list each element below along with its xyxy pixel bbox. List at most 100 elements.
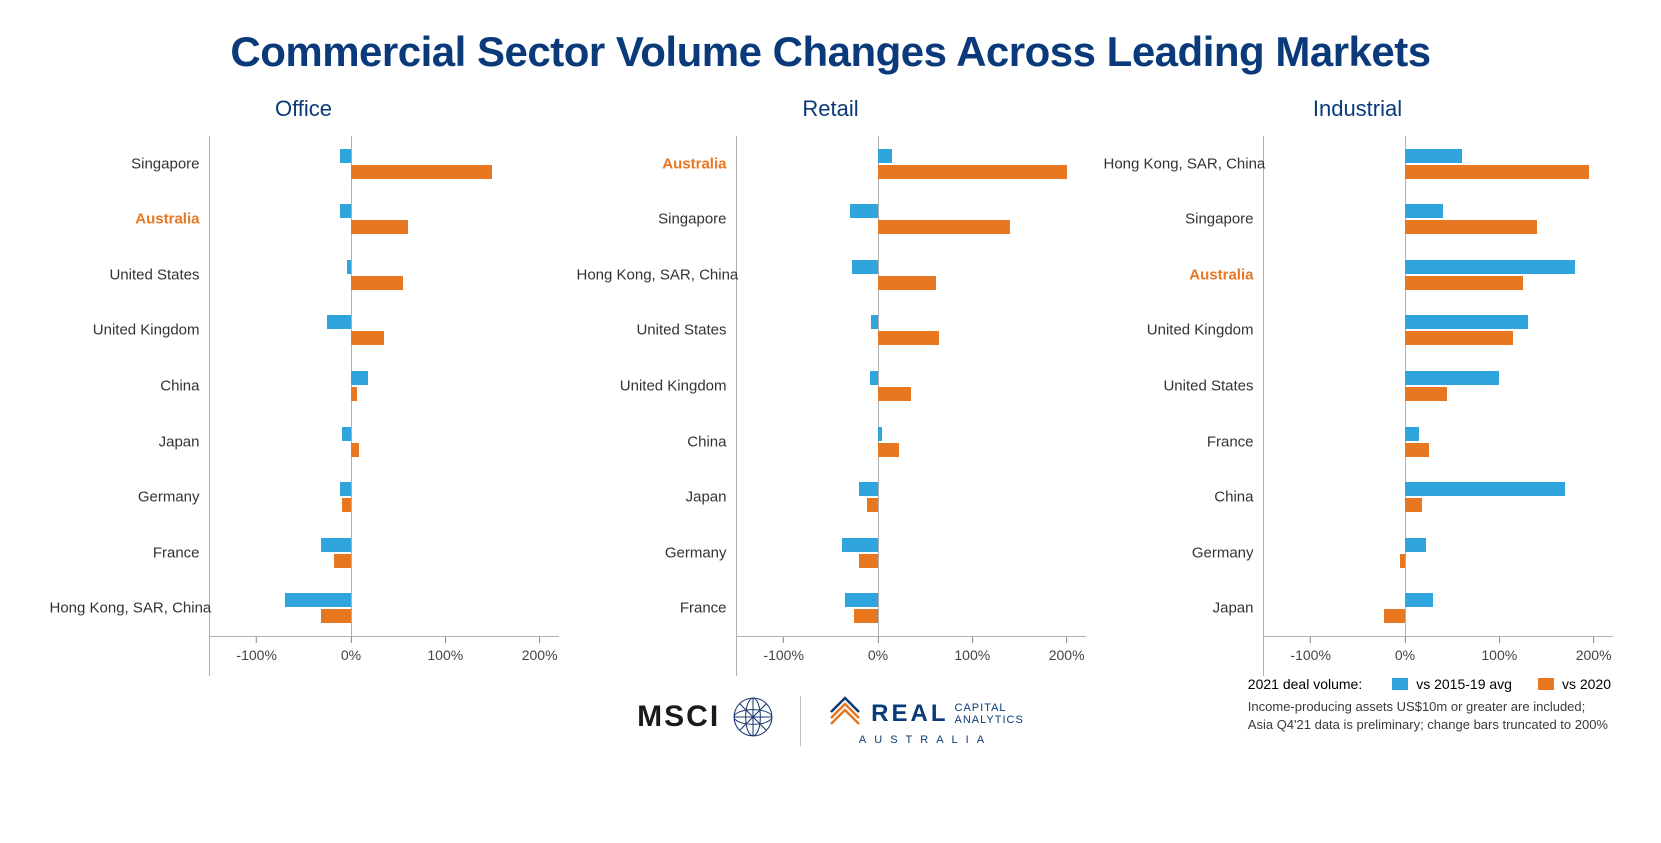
category-label: China [1104,489,1264,506]
rca-sub2: ANALYTICS [955,714,1024,726]
axis-tick-label: 0% [868,643,888,663]
logo-divider [800,696,801,746]
category-label: Germany [50,489,210,506]
bar-series-a [1405,260,1575,274]
category-row: United Kingdom [210,311,559,349]
chart-panel: RetailAustraliaSingaporeHong Kong, SAR, … [576,96,1086,676]
bar-series-b [351,220,408,234]
axis-tick-label: 0% [1395,643,1415,663]
bar-series-b [867,498,878,512]
bar-series-a [351,371,368,385]
legend-label-a: vs 2015-19 avg [1416,676,1512,692]
category-label: United Kingdom [1104,322,1264,339]
bar-series-a [859,482,878,496]
bar-series-a [347,260,351,274]
bar-series-a [1405,204,1443,218]
bar-series-a [285,593,351,607]
category-label: Singapore [1104,211,1264,228]
bar-series-a [340,204,351,218]
chart-panel: Industrial Hong Kong, SAR, ChinaSingapore… [1103,96,1613,676]
category-row: China [210,367,559,405]
bar-series-a [321,538,351,552]
bar-series-a [340,482,351,496]
category-row: Hong Kong, SAR, China [737,256,1086,294]
category-row: United Kingdom [1264,311,1613,349]
chart-main-title: Commercial Sector Volume Changes Across … [0,0,1661,76]
axis-tick: -100% [763,637,803,663]
category-label: China [577,433,737,450]
chart-panel: OfficeSingaporeAustraliaUnited StatesUni… [49,96,559,676]
axis-tick-label: 100% [427,643,463,663]
bar-series-b [1405,165,1589,179]
category-row: Japan [737,478,1086,516]
chart-subtitle: Retail [576,96,1086,122]
category-label: Hong Kong, SAR, China [50,600,210,617]
bar-series-a [1405,538,1426,552]
bar-series-b [878,220,1010,234]
bar-series-a [327,315,351,329]
category-label: Germany [1104,544,1264,561]
bar-series-b [878,276,936,290]
category-row: Japan [210,423,559,461]
category-label: Hong Kong, SAR, China [577,266,737,283]
axis-tick: -100% [1290,637,1330,663]
footnote: Income-producing assets US$10m or greate… [1248,698,1611,733]
footnote-line1: Income-producing assets US$10m or greate… [1248,698,1611,716]
chart-plot-area: SingaporeAustraliaUnited StatesUnited Ki… [209,136,559,676]
charts-container: OfficeSingaporeAustraliaUnited StatesUni… [0,76,1661,676]
axis-tick-label: -100% [763,643,803,663]
category-label: United States [50,266,210,283]
axis-tick: 200% [1576,637,1612,663]
bar-series-b [321,609,351,623]
axis-tick: -100% [236,637,276,663]
legend-row: 2021 deal volume: vs 2015-19 avg vs 2020 [1248,676,1611,692]
bar-series-b [1405,276,1523,290]
axis-tick: 0% [341,637,361,663]
category-label: France [577,600,737,617]
bar-series-b [878,387,911,401]
bar-series-b [351,387,357,401]
bar-series-a [871,315,878,329]
category-row: United States [737,311,1086,349]
bar-series-b [334,554,351,568]
axis-tick-label: 200% [1049,643,1085,663]
category-label: Australia [577,155,737,172]
category-row: Germany [1264,534,1613,572]
rca-logo: REAL CAPITAL ANALYTICS AUSTRALIA [827,696,1024,746]
category-label: United Kingdom [577,377,737,394]
category-row: France [210,534,559,572]
category-label: France [1104,433,1264,450]
chart-subtitle: Industrial [1103,96,1613,122]
bar-series-a [1405,593,1433,607]
chart-plot-area: AustraliaSingaporeHong Kong, SAR, ChinaU… [736,136,1086,676]
category-row: Australia [1264,256,1613,294]
bar-series-b [1405,387,1447,401]
category-label: Japan [1104,600,1264,617]
bar-series-b [1384,609,1405,623]
bar-series-a [1405,315,1528,329]
category-label: United States [577,322,737,339]
category-row: France [1264,423,1613,461]
legend-prefix: 2021 deal volume: [1248,676,1362,692]
bar-series-b [1405,443,1429,457]
bar-series-b [878,331,939,345]
category-label: Singapore [50,155,210,172]
bar-series-a [845,593,878,607]
bar-series-b [878,165,1067,179]
msci-logo: MSCI [637,696,774,738]
category-label: Japan [50,433,210,450]
category-label: Germany [577,544,737,561]
category-label: Singapore [577,211,737,228]
axis-tick-label: 100% [954,643,990,663]
axis-tick-label: 200% [1576,643,1612,663]
category-label: Japan [577,489,737,506]
legend-swatch-a [1392,678,1408,690]
category-row: Australia [210,200,559,238]
bar-series-b [1405,498,1422,512]
category-row: Germany [737,534,1086,572]
bar-series-a [842,538,878,552]
axis-tick-label: -100% [1290,643,1330,663]
axis-tick: 200% [522,637,558,663]
axis-tick: 0% [868,637,888,663]
chart-plot-area: Hong Kong, SAR, ChinaSingaporeAustraliaU… [1263,136,1613,676]
